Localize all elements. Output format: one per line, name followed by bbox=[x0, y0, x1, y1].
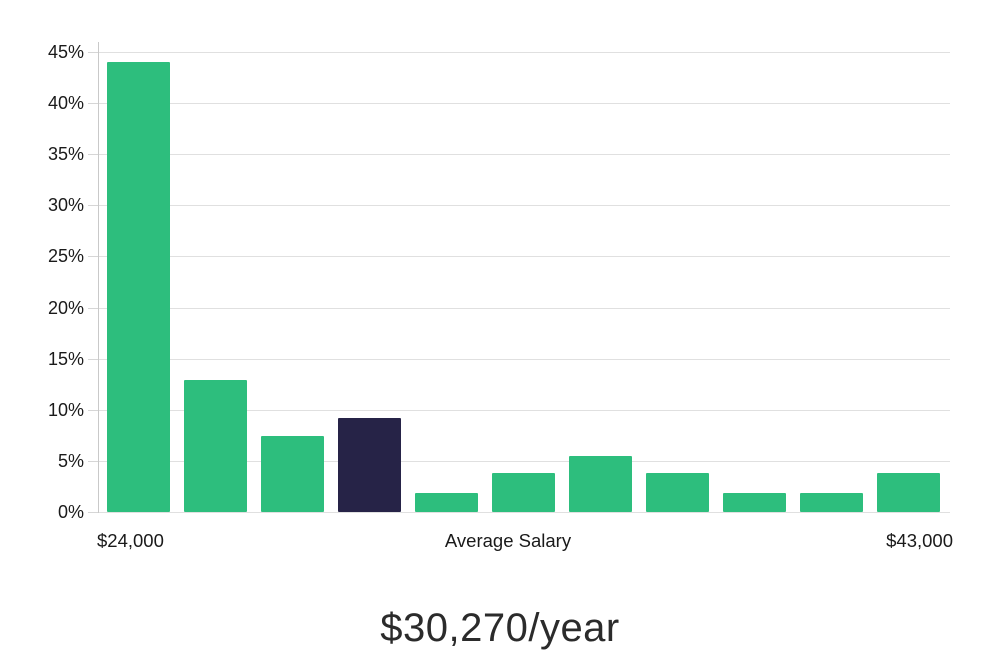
gridline-25pct bbox=[98, 256, 950, 257]
y-axis-label-45pct: 45% bbox=[47, 42, 84, 62]
salary-bin-bar-4-highlighted bbox=[338, 418, 401, 512]
x-axis-label-average-salary: Average Salary bbox=[444, 530, 572, 551]
y-axis-label-35pct: 35% bbox=[47, 144, 84, 164]
y-axis-tick-15pct bbox=[88, 359, 98, 360]
x-axis-label-max-salary: $43,000 bbox=[886, 530, 953, 551]
gridline-0pct bbox=[98, 512, 950, 513]
y-axis-tick-35pct bbox=[88, 154, 98, 155]
y-axis-label-30pct: 30% bbox=[47, 195, 84, 215]
y-axis-label-25pct: 25% bbox=[47, 246, 84, 266]
salary-bin-bar-8 bbox=[646, 473, 709, 512]
gridline-45pct bbox=[98, 52, 950, 53]
y-axis-tick-45pct bbox=[88, 52, 98, 53]
gridline-35pct bbox=[98, 154, 950, 155]
salary-bin-bar-11 bbox=[877, 473, 940, 512]
y-axis-label-15pct: 15% bbox=[47, 349, 84, 369]
y-axis-tick-5pct bbox=[88, 461, 98, 462]
y-axis-tick-10pct bbox=[88, 410, 98, 411]
gridline-40pct bbox=[98, 103, 950, 104]
salary-bin-bar-10 bbox=[800, 493, 863, 512]
y-axis-tick-25pct bbox=[88, 256, 98, 257]
salary-bin-bar-6 bbox=[492, 473, 555, 512]
y-axis-tick-30pct bbox=[88, 205, 98, 206]
y-axis-label-10pct: 10% bbox=[47, 400, 84, 420]
salary-bin-bar-7 bbox=[569, 456, 632, 512]
salary-bin-bar-5 bbox=[415, 493, 478, 512]
salary-bin-bar-2 bbox=[184, 380, 247, 512]
y-axis-tick-40pct bbox=[88, 103, 98, 104]
y-axis-tick-0pct bbox=[88, 512, 98, 513]
salary-bin-bar-1 bbox=[107, 62, 170, 512]
gridline-5pct bbox=[98, 461, 950, 462]
x-axis-label-min-salary: $24,000 bbox=[97, 530, 164, 551]
gridline-10pct bbox=[98, 410, 950, 411]
gridline-20pct bbox=[98, 308, 950, 309]
y-axis-label-40pct: 40% bbox=[47, 93, 84, 113]
y-axis-tick-20pct bbox=[88, 308, 98, 309]
average-salary-title: $30,270/year bbox=[380, 606, 620, 650]
y-axis-label-20pct: 20% bbox=[47, 298, 84, 318]
y-axis-label-5pct: 5% bbox=[57, 451, 84, 471]
gridline-30pct bbox=[98, 205, 950, 206]
gridline-15pct bbox=[98, 359, 950, 360]
y-axis-line bbox=[98, 42, 99, 513]
salary-bin-bar-3 bbox=[261, 436, 324, 512]
y-axis-label-0pct: 0% bbox=[57, 502, 84, 522]
salary-bin-bar-9 bbox=[723, 493, 786, 512]
